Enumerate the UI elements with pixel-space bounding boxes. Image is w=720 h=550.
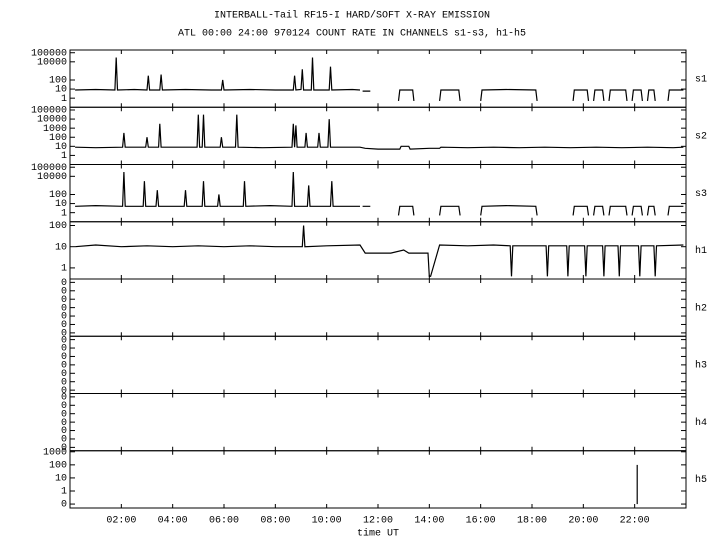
x-tick-label: 08:00 <box>260 516 290 527</box>
data-line <box>75 225 684 277</box>
y-tick-label: 100000 <box>31 106 67 117</box>
y-tick-label: 10 <box>55 199 67 210</box>
y-tick-label: 1000 <box>43 447 67 458</box>
y-tick-label: 1 <box>61 151 67 162</box>
y-tick-label: 0 <box>61 286 67 297</box>
x-tick-label: 22:00 <box>620 516 650 527</box>
panel-label: s2 <box>695 132 707 143</box>
y-tick-label: 100000 <box>31 48 67 59</box>
x-tick-label: 06:00 <box>209 516 239 527</box>
panel-label: h1 <box>695 245 707 257</box>
y-tick-label: 0 <box>61 409 67 420</box>
x-tick-label: 20:00 <box>568 516 598 527</box>
panel-label: h3 <box>695 360 707 372</box>
chart-title: INTERBALL-Tail RF15-I HARD/SOFT X-RAY EM… <box>214 10 490 22</box>
y-tick-label: 100 <box>49 221 67 232</box>
y-tick-label: 100 <box>49 76 67 87</box>
x-tick-label: 04:00 <box>158 516 188 527</box>
y-tick-label: 10000 <box>37 115 67 126</box>
y-tick-label: 0 <box>61 435 67 446</box>
y-tick-label: 1 <box>61 208 67 219</box>
y-tick-label: 0 <box>61 426 67 437</box>
y-tick-label: 10000 <box>37 172 67 183</box>
x-tick-label: 10:00 <box>312 516 342 527</box>
x-tick-label: 02:00 <box>106 516 136 527</box>
y-tick-label: 1 <box>61 264 67 275</box>
y-tick-label: 0 <box>61 335 67 346</box>
y-tick-label: 0 <box>61 386 67 397</box>
panel-label: h5 <box>695 474 707 486</box>
y-tick-label: 0 <box>61 377 67 388</box>
chart-subtitle: ATL 00:00 24:00 970124 COUNT RATE IN CHA… <box>178 28 526 40</box>
panel-label: s1 <box>695 74 707 85</box>
y-tick-label: 100 <box>49 460 67 471</box>
x-tick-label: 16:00 <box>466 516 496 527</box>
panel-label: s3 <box>695 189 707 200</box>
x-tick-label: 14:00 <box>414 516 444 527</box>
y-tick-label: 0 <box>61 369 67 380</box>
y-tick-label: 1 <box>61 487 67 498</box>
y-tick-label: 0 <box>61 352 67 363</box>
y-tick-label: 10000 <box>37 57 67 68</box>
y-tick-label: 10 <box>55 85 67 96</box>
x-tick-label: 18:00 <box>517 516 547 527</box>
y-tick-label: 10 <box>55 242 67 253</box>
y-tick-label: 10 <box>55 142 67 153</box>
y-tick-label: 0 <box>61 329 67 340</box>
y-tick-label: 1 <box>61 94 67 105</box>
y-tick-label: 100000 <box>31 163 67 174</box>
y-tick-label: 0 <box>61 344 67 355</box>
y-tick-label: 0 <box>61 401 67 412</box>
y-tick-label: 0 <box>61 361 67 372</box>
data-line <box>75 57 684 101</box>
y-tick-label: 0 <box>61 500 67 511</box>
y-tick-label: 0 <box>61 320 67 331</box>
y-tick-label: 0 <box>61 278 67 289</box>
y-tick-label: 0 <box>61 418 67 429</box>
y-tick-label: 0 <box>61 295 67 306</box>
y-tick-label: 0 <box>61 443 67 454</box>
data-line <box>75 171 684 216</box>
panel-label: h2 <box>695 302 707 314</box>
y-tick-label: 100 <box>49 190 67 201</box>
y-tick-label: 0 <box>61 303 67 314</box>
y-tick-label: 100 <box>49 133 67 144</box>
y-tick-label: 10 <box>55 474 67 485</box>
y-tick-label: 1000 <box>43 124 67 135</box>
x-axis-label: time UT <box>357 528 399 540</box>
data-line <box>75 114 684 150</box>
y-tick-label: 0 <box>61 312 67 323</box>
y-tick-label: 0 <box>61 393 67 404</box>
panel-label: h4 <box>695 417 707 429</box>
x-tick-label: 12:00 <box>363 516 393 527</box>
